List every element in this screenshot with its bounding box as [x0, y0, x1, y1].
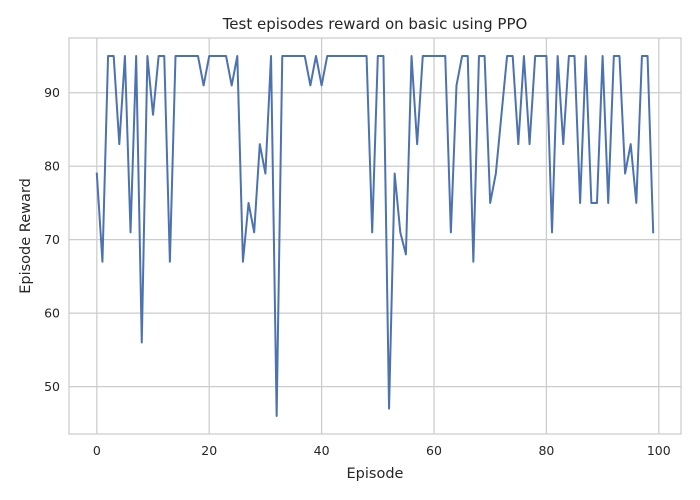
- y-axis-ticks: 50 60 70 80 90: [44, 85, 60, 394]
- y-axis-label: Episode Reward: [18, 178, 34, 294]
- x-axis-label: Episode: [347, 466, 404, 482]
- plot-area: [69, 38, 681, 434]
- x-tick-label: 60: [426, 443, 442, 458]
- y-tick-label: 70: [44, 232, 60, 247]
- plot-frame: [68, 37, 682, 435]
- x-tick-label: 0: [93, 443, 101, 458]
- series-layer: [95, 55, 655, 417]
- series-line: [95, 55, 655, 417]
- x-tick-label: 100: [647, 443, 671, 458]
- x-tick-label: 20: [201, 443, 217, 458]
- y-tick-label: 50: [44, 379, 60, 394]
- y-tick-label: 80: [44, 159, 60, 174]
- x-tick-label: 80: [538, 443, 554, 458]
- y-tick-label: 60: [44, 306, 60, 321]
- x-tick-label: 40: [314, 443, 330, 458]
- chart-title: Test episodes reward on basic using PPO: [222, 15, 528, 33]
- y-tick-label: 90: [44, 85, 60, 100]
- x-axis-ticks: 0 20 40 60 80 100: [93, 443, 671, 458]
